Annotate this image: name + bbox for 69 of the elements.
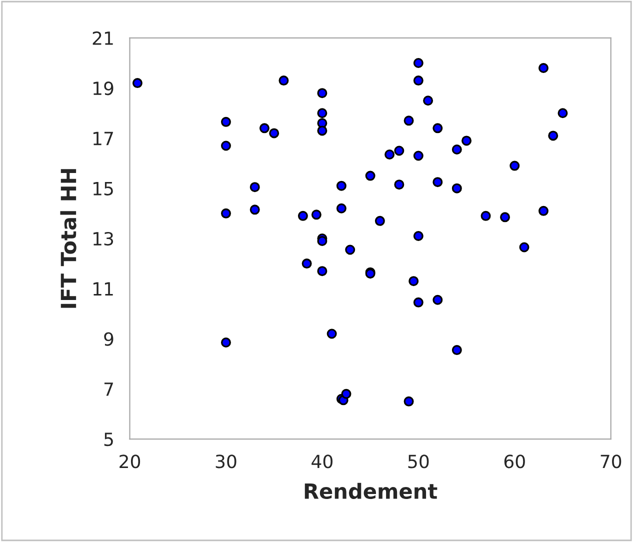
point xyxy=(480,210,491,221)
x-tick-label: 60 xyxy=(504,454,525,468)
y-tick-label: 15 xyxy=(93,182,113,196)
y-tick-label: 21 xyxy=(92,31,113,45)
point xyxy=(423,96,434,106)
point xyxy=(220,116,231,127)
x-tick-label: 30 xyxy=(216,454,236,468)
x-tick-label: 70 xyxy=(600,454,622,468)
point xyxy=(326,328,337,339)
point xyxy=(510,160,520,171)
point xyxy=(250,182,260,192)
point xyxy=(432,294,443,305)
x-tick-label: 20 xyxy=(120,454,140,468)
y-tick-label: 17 xyxy=(93,132,113,146)
point xyxy=(250,204,260,215)
y-tick-label: 5 xyxy=(104,432,113,446)
point xyxy=(317,88,328,98)
y-tick-label: 19 xyxy=(93,82,114,96)
point xyxy=(336,203,346,214)
point xyxy=(311,210,322,220)
x-tick-label: 50 xyxy=(408,454,429,468)
point xyxy=(408,276,419,286)
point xyxy=(548,130,558,141)
point xyxy=(298,210,308,221)
point xyxy=(394,180,404,190)
point xyxy=(404,116,414,126)
point xyxy=(413,297,424,308)
point xyxy=(432,123,443,134)
x-tick-label: 40 xyxy=(312,454,332,468)
point xyxy=(413,150,424,161)
point xyxy=(413,58,424,68)
point xyxy=(345,244,356,255)
y-tick-label: 7 xyxy=(104,382,113,396)
point xyxy=(394,146,404,156)
point xyxy=(413,76,424,86)
point xyxy=(341,388,352,399)
point xyxy=(558,108,568,118)
point xyxy=(538,206,548,216)
point xyxy=(365,170,376,181)
point xyxy=(384,150,395,160)
point xyxy=(220,338,231,348)
y-tick-label: 9 xyxy=(104,332,114,346)
y-tick-label: 11 xyxy=(93,282,113,296)
y-tick-label: 13 xyxy=(93,232,114,246)
point xyxy=(452,183,462,194)
x-axis-title: Rendement xyxy=(304,482,438,500)
point xyxy=(519,242,530,252)
point xyxy=(269,128,280,138)
point xyxy=(462,136,472,146)
point xyxy=(432,177,443,188)
point xyxy=(220,140,231,151)
point xyxy=(452,144,462,154)
point xyxy=(317,266,328,276)
point xyxy=(317,236,328,246)
point xyxy=(278,76,289,86)
point xyxy=(259,123,270,134)
point xyxy=(220,208,231,218)
point xyxy=(302,258,312,269)
y-axis-title: IFT Total HH xyxy=(60,169,76,308)
point xyxy=(132,78,142,88)
point xyxy=(413,230,424,241)
point xyxy=(317,108,328,118)
point xyxy=(374,216,385,226)
point xyxy=(500,212,510,222)
point xyxy=(452,345,462,356)
point xyxy=(404,396,414,406)
point xyxy=(317,126,328,136)
point xyxy=(538,63,548,74)
point xyxy=(336,180,346,191)
